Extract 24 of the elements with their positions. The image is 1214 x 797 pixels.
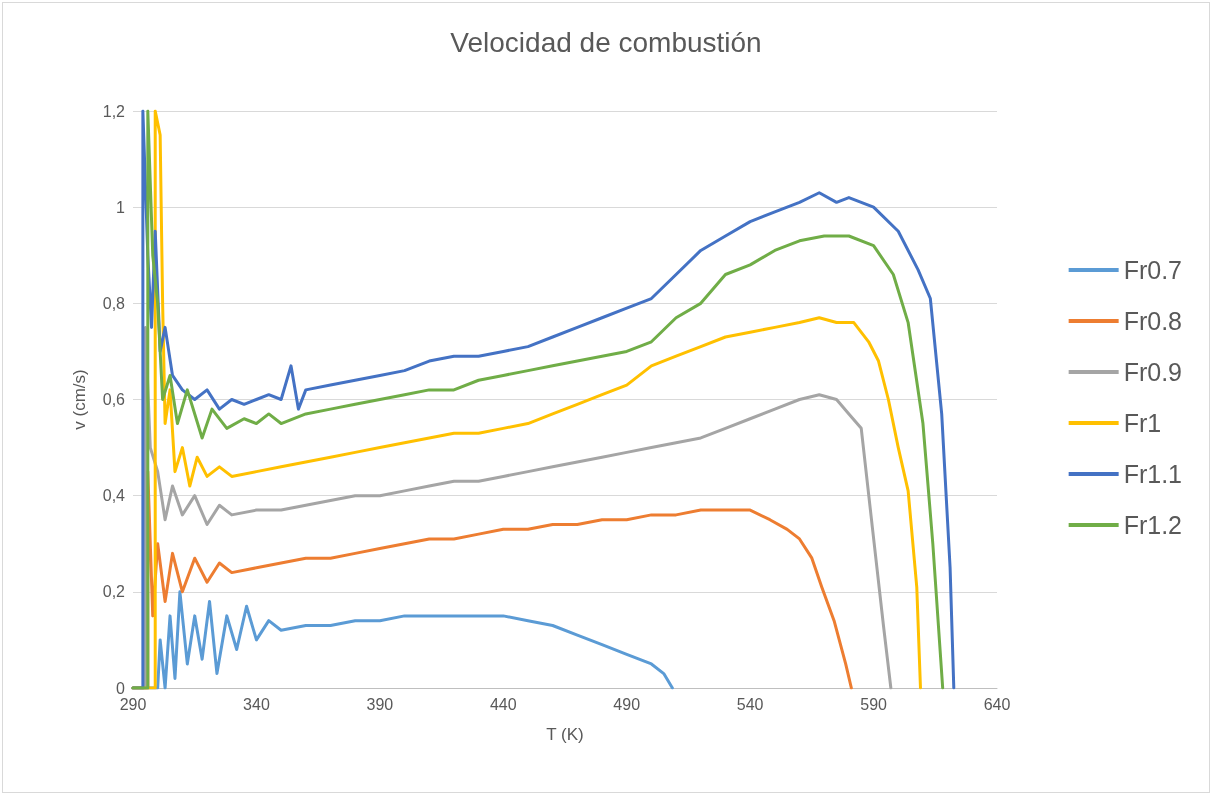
y-tick-label: 0,6 <box>102 391 126 408</box>
legend-label: Fr1.1 <box>1123 460 1183 488</box>
x-tick-label: 390 <box>366 695 394 713</box>
legend-label: Fr0.8 <box>1123 307 1183 335</box>
x-tick-label: 340 <box>243 695 270 713</box>
chart-title: Velocidad de combustión <box>450 26 762 58</box>
x-tick-label: 440 <box>489 695 517 713</box>
y-tick-label: 0,2 <box>102 583 126 601</box>
y-tick-label: 0 <box>116 679 126 697</box>
x-tick-label: 490 <box>613 695 641 713</box>
y-axis-title: v (cm/s) <box>70 369 89 430</box>
x-tick-label: 640 <box>983 695 1011 713</box>
y-tick-label: 1 <box>116 198 126 216</box>
legend-label: Fr0.7 <box>1123 256 1183 284</box>
y-tick-label: 0,8 <box>102 294 126 312</box>
legend-label: Fr1.2 <box>1123 511 1183 539</box>
legend-label: Fr1 <box>1123 409 1162 437</box>
x-tick-label: 540 <box>736 695 764 713</box>
x-axis-title: T (K) <box>546 725 584 744</box>
legend-label: Fr0.9 <box>1123 358 1183 386</box>
x-tick-label: 290 <box>119 695 147 713</box>
y-tick-label: 0,4 <box>102 487 126 505</box>
y-tick-label: 1,2 <box>102 102 126 120</box>
x-tick-label: 590 <box>860 695 888 713</box>
